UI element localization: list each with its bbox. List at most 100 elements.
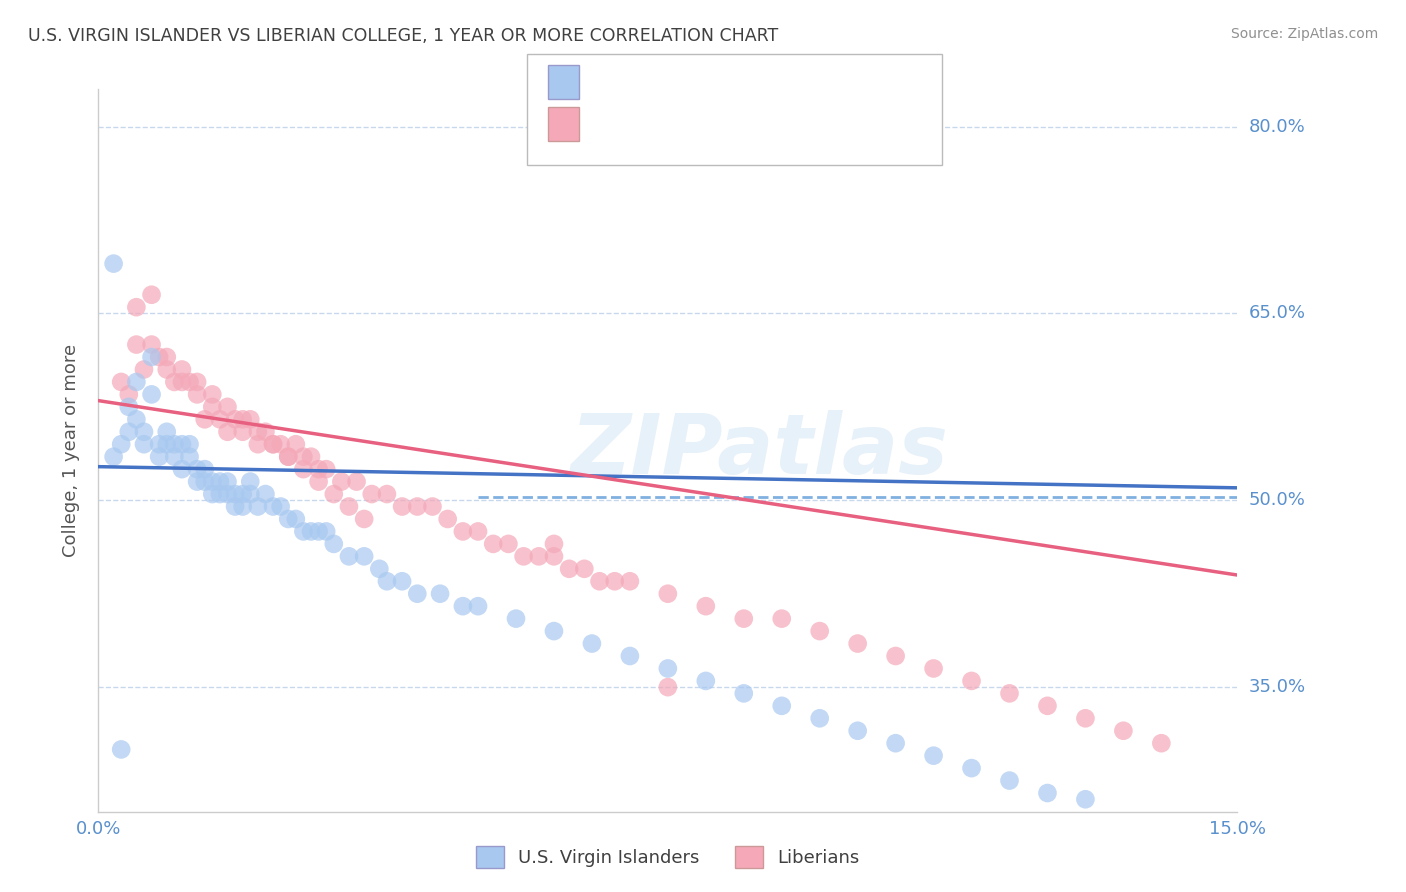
Point xyxy=(1036,786,1059,800)
Text: 65.0%: 65.0% xyxy=(1249,304,1305,322)
Point xyxy=(284,512,307,526)
Point xyxy=(170,462,193,476)
Point xyxy=(170,362,193,376)
Point xyxy=(770,698,793,713)
Point xyxy=(603,574,626,589)
Point xyxy=(232,487,254,501)
Point xyxy=(1074,711,1097,725)
Text: U.S. VIRGIN ISLANDER VS LIBERIAN COLLEGE, 1 YEAR OR MORE CORRELATION CHART: U.S. VIRGIN ISLANDER VS LIBERIAN COLLEGE… xyxy=(28,27,779,45)
Point xyxy=(657,587,679,601)
Text: N =: N = xyxy=(731,74,770,92)
Point xyxy=(884,648,907,663)
Point xyxy=(270,500,292,514)
Point xyxy=(346,475,368,489)
Point xyxy=(239,412,262,426)
Point xyxy=(141,287,163,301)
Point xyxy=(110,742,132,756)
Point xyxy=(998,773,1021,788)
Point xyxy=(224,500,246,514)
Text: R =: R = xyxy=(593,116,633,134)
Point xyxy=(467,524,489,539)
Y-axis label: College, 1 year or more: College, 1 year or more xyxy=(62,344,80,557)
Point xyxy=(201,475,224,489)
Point xyxy=(125,375,148,389)
Point xyxy=(262,437,284,451)
Point xyxy=(588,574,610,589)
Point xyxy=(262,500,284,514)
Point xyxy=(657,661,679,675)
Point xyxy=(156,350,179,364)
Point xyxy=(299,450,322,464)
Point xyxy=(148,350,170,364)
Point xyxy=(543,537,565,551)
Point xyxy=(1150,736,1173,750)
Point xyxy=(156,437,179,451)
Point xyxy=(558,562,581,576)
Point xyxy=(315,524,337,539)
Point xyxy=(141,337,163,351)
Point xyxy=(148,437,170,451)
Point xyxy=(156,425,179,439)
Point xyxy=(201,387,224,401)
Point xyxy=(308,462,330,476)
Point xyxy=(498,537,520,551)
Text: Source: ZipAtlas.com: Source: ZipAtlas.com xyxy=(1230,27,1378,41)
Point xyxy=(436,512,458,526)
Point xyxy=(543,624,565,639)
Text: 50.0%: 50.0% xyxy=(1249,491,1305,509)
Text: N =: N = xyxy=(731,116,770,134)
Point xyxy=(232,500,254,514)
Point xyxy=(163,437,186,451)
Point xyxy=(277,450,299,464)
Point xyxy=(733,686,755,700)
Point xyxy=(170,437,193,451)
Point xyxy=(186,387,208,401)
Point xyxy=(375,487,398,501)
Point xyxy=(353,512,375,526)
Point xyxy=(239,475,262,489)
Text: 80: 80 xyxy=(779,116,804,134)
Point xyxy=(657,680,679,694)
Point xyxy=(922,748,945,763)
Point xyxy=(179,375,201,389)
Point xyxy=(132,362,155,376)
Point xyxy=(246,500,269,514)
Point xyxy=(375,574,398,589)
Point xyxy=(733,612,755,626)
Point xyxy=(1112,723,1135,738)
Point xyxy=(217,487,239,501)
Point xyxy=(194,462,217,476)
Point xyxy=(368,562,391,576)
Point xyxy=(277,512,299,526)
Point xyxy=(299,524,322,539)
Point xyxy=(224,487,246,501)
Point xyxy=(695,599,717,614)
Point xyxy=(239,487,262,501)
Point xyxy=(118,387,141,401)
Point xyxy=(998,686,1021,700)
Point xyxy=(619,574,641,589)
Point xyxy=(246,437,269,451)
Point xyxy=(353,549,375,564)
Point xyxy=(186,375,208,389)
Point xyxy=(846,723,869,738)
Point xyxy=(360,487,382,501)
Point xyxy=(254,425,277,439)
Point xyxy=(1074,792,1097,806)
Point xyxy=(254,487,277,501)
Point xyxy=(110,437,132,451)
Point xyxy=(262,437,284,451)
Point xyxy=(103,257,125,271)
Point xyxy=(270,437,292,451)
Point xyxy=(467,599,489,614)
Text: 35.0%: 35.0% xyxy=(1249,678,1306,696)
Point xyxy=(1036,698,1059,713)
Point xyxy=(308,524,330,539)
Point xyxy=(391,500,413,514)
Point xyxy=(110,375,132,389)
Point xyxy=(217,475,239,489)
Point xyxy=(406,587,429,601)
Point xyxy=(543,549,565,564)
Point xyxy=(201,400,224,414)
Point xyxy=(315,462,337,476)
